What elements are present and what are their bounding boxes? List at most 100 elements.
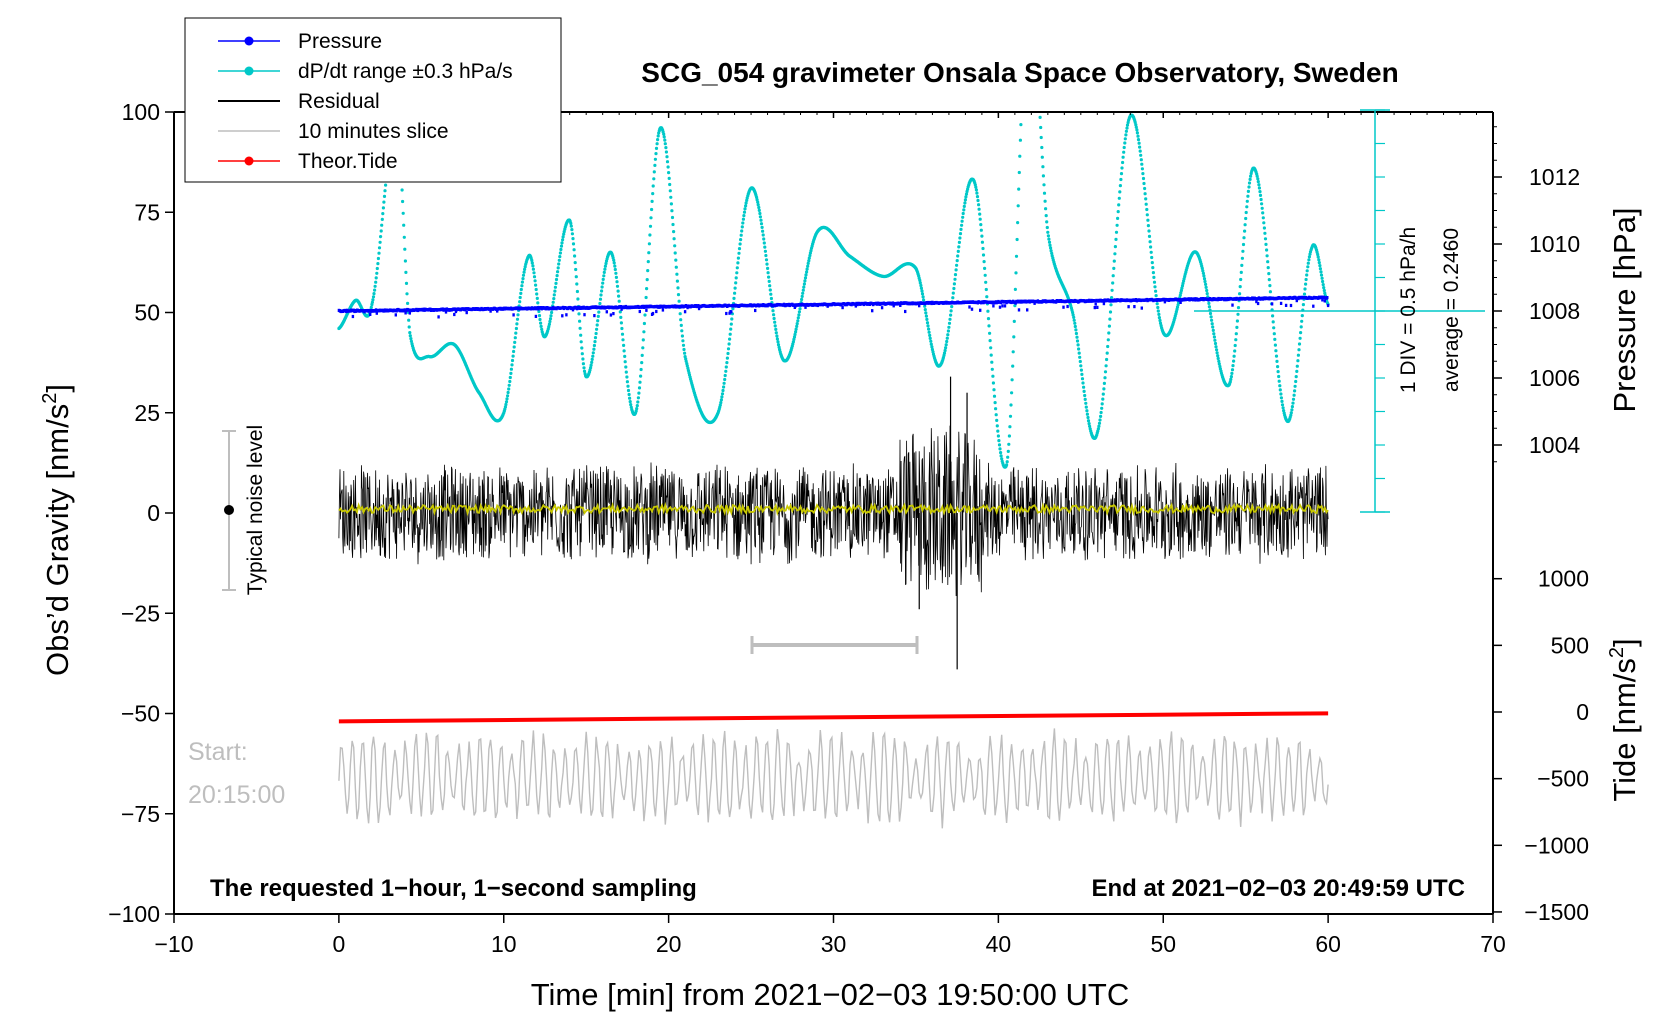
dpdt-point bbox=[765, 262, 769, 266]
pressure-point bbox=[1321, 298, 1324, 302]
pressure-point bbox=[605, 310, 608, 314]
dpdt-point bbox=[1039, 125, 1043, 130]
dpdt-point bbox=[987, 324, 991, 328]
dpdt-point bbox=[1115, 223, 1119, 227]
dpdt-point bbox=[376, 256, 380, 261]
pressure-point bbox=[1133, 305, 1136, 309]
y-axis-label-pressure: Pressure [hPa] bbox=[1607, 207, 1642, 412]
dpdt-point bbox=[1137, 141, 1141, 145]
dpdt-point bbox=[675, 272, 679, 276]
dpdt-point bbox=[379, 229, 383, 233]
dpdt-point bbox=[1245, 199, 1249, 203]
dpdt-point bbox=[720, 395, 724, 399]
dpdt-point bbox=[953, 273, 958, 277]
dpdt-point bbox=[1156, 305, 1160, 310]
x-tick-label: 60 bbox=[1315, 931, 1341, 957]
dpdt-point bbox=[918, 281, 922, 285]
dpdt-point bbox=[1265, 248, 1269, 252]
dpdt-point bbox=[1217, 362, 1221, 366]
dpdt-point bbox=[401, 199, 405, 204]
dpdt-point bbox=[1109, 303, 1113, 307]
dpdt-point bbox=[964, 195, 968, 199]
dpdt-point bbox=[672, 237, 676, 241]
pressure-tick-label: 1004 bbox=[1529, 432, 1580, 458]
dpdt-point bbox=[622, 343, 626, 347]
legend-label: Theor.Tide bbox=[298, 150, 398, 173]
dpdt-point bbox=[402, 223, 406, 227]
dpdt-point bbox=[680, 334, 685, 338]
dpdt-point bbox=[625, 375, 629, 379]
residual-series-line bbox=[338, 425, 1329, 597]
dpdt-point bbox=[1272, 326, 1276, 330]
dpdt-point bbox=[961, 211, 965, 216]
dpdt-point bbox=[581, 357, 585, 361]
dpdt-point bbox=[1085, 409, 1089, 413]
dpdt-point bbox=[547, 325, 551, 329]
dpdt-point bbox=[1268, 284, 1272, 288]
dpdt-point bbox=[570, 228, 574, 232]
dpdt-point bbox=[381, 212, 385, 216]
pressure-tick-label: 1010 bbox=[1529, 231, 1580, 257]
dpdt-point bbox=[997, 443, 1002, 447]
dpdt-point bbox=[740, 225, 744, 229]
dpdt-point bbox=[595, 327, 599, 331]
dpdt-point bbox=[1317, 261, 1321, 265]
dpdt-point bbox=[510, 363, 514, 367]
dpdt-point bbox=[653, 157, 658, 161]
pressure-point bbox=[1093, 306, 1096, 310]
dpdt-point bbox=[577, 312, 581, 316]
dpdt-point bbox=[1273, 343, 1277, 347]
dpdt-point bbox=[1145, 207, 1149, 212]
dpdt-point bbox=[1149, 250, 1153, 254]
dpdt-point bbox=[1289, 411, 1293, 415]
dpdt-point bbox=[645, 287, 649, 291]
dpdt-point bbox=[523, 265, 527, 269]
dpdt-point bbox=[674, 265, 678, 269]
dpdt-point bbox=[952, 282, 957, 286]
pressure-point bbox=[1140, 306, 1143, 310]
dpdt-point bbox=[1102, 381, 1106, 385]
dpdt-point bbox=[718, 403, 722, 407]
dpdt-point bbox=[374, 280, 378, 284]
dpdt-point bbox=[408, 331, 412, 335]
dpdt-point bbox=[1178, 293, 1182, 297]
dpdt-point bbox=[510, 358, 515, 363]
dpdt-point bbox=[1266, 260, 1270, 264]
tide-tick-label: −500 bbox=[1537, 766, 1589, 792]
dpdt-point bbox=[929, 339, 933, 343]
dpdt-point bbox=[1179, 288, 1183, 293]
dpdt-point bbox=[569, 224, 573, 228]
footer-right: End at 2021−02−03 20:49:59 UTC bbox=[1091, 875, 1465, 902]
dpdt-point bbox=[1291, 401, 1295, 405]
dpdt-point bbox=[669, 195, 673, 199]
dpdt-point bbox=[1304, 282, 1308, 286]
dpdt-point bbox=[1150, 261, 1154, 265]
dpdt-point bbox=[1281, 406, 1285, 410]
dpdt-point bbox=[676, 286, 680, 290]
dpdt-point bbox=[679, 323, 683, 327]
dpdt-point bbox=[590, 360, 594, 364]
dpdt-point bbox=[795, 322, 799, 326]
dpdt-point bbox=[669, 202, 674, 206]
pressure-point bbox=[1295, 299, 1298, 303]
pressure-point bbox=[561, 314, 564, 318]
dpdt-point bbox=[1117, 196, 1121, 200]
dpdt-point bbox=[1229, 375, 1233, 379]
dpdt-point bbox=[512, 345, 516, 349]
pressure-point bbox=[1256, 301, 1260, 306]
dpdt-point bbox=[601, 277, 605, 281]
dpdt-point bbox=[1204, 285, 1208, 289]
dpdt-point bbox=[1010, 378, 1014, 382]
dpdt-point bbox=[636, 396, 641, 400]
dpdt-point bbox=[1122, 145, 1126, 150]
dpdt-point bbox=[1099, 414, 1103, 418]
dpdt-point bbox=[1154, 289, 1158, 293]
dpdt-point bbox=[573, 261, 577, 265]
dpdt-point bbox=[1141, 172, 1145, 176]
dpdt-point bbox=[955, 259, 959, 263]
dpdt-point bbox=[1047, 237, 1051, 241]
dpdt-point bbox=[1135, 131, 1139, 135]
dpdt-point bbox=[1299, 331, 1303, 335]
dpdt-point bbox=[996, 434, 1001, 438]
dpdt-point bbox=[807, 256, 811, 260]
